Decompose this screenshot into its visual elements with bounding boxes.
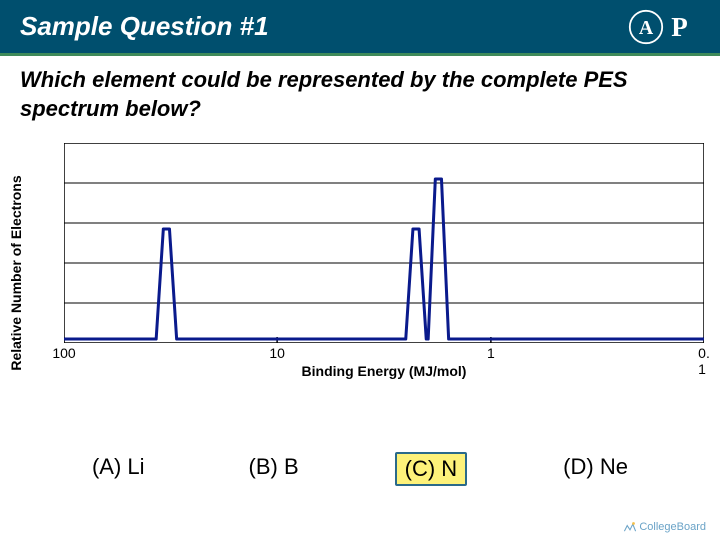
chart-plot-area <box>64 143 704 343</box>
answer-choice[interactable]: (A) Li <box>84 452 153 486</box>
answer-choice[interactable]: (B) B <box>241 452 307 486</box>
question-text: Which element could be represented by th… <box>20 66 700 123</box>
collegeboard-logo: CollegeBoard <box>623 520 706 534</box>
answer-choice[interactable]: (D) Ne <box>555 452 636 486</box>
svg-text:P: P <box>671 12 688 42</box>
pes-chart: Relative Number of Electrons 1001010. 1 … <box>10 143 710 403</box>
footer-text: CollegeBoard <box>639 521 706 533</box>
title-header: Sample Question #1 A P <box>0 0 720 56</box>
y-axis-label: Relative Number of Electrons <box>8 173 24 373</box>
x-axis-label: Binding Energy (MJ/mol) <box>64 363 704 379</box>
question-area: Which element could be represented by th… <box>0 56 720 123</box>
page-title: Sample Question #1 <box>20 11 269 42</box>
x-tick-label: 1 <box>487 345 495 361</box>
answer-choice-correct[interactable]: (C) N <box>395 452 468 486</box>
svg-text:A: A <box>639 17 654 39</box>
ap-logo: A P <box>628 9 700 45</box>
x-tick-label: 100 <box>52 345 75 361</box>
x-tick-label: 10 <box>269 345 285 361</box>
answer-row: (A) Li (B) B (C) N (D) Ne <box>0 452 720 486</box>
